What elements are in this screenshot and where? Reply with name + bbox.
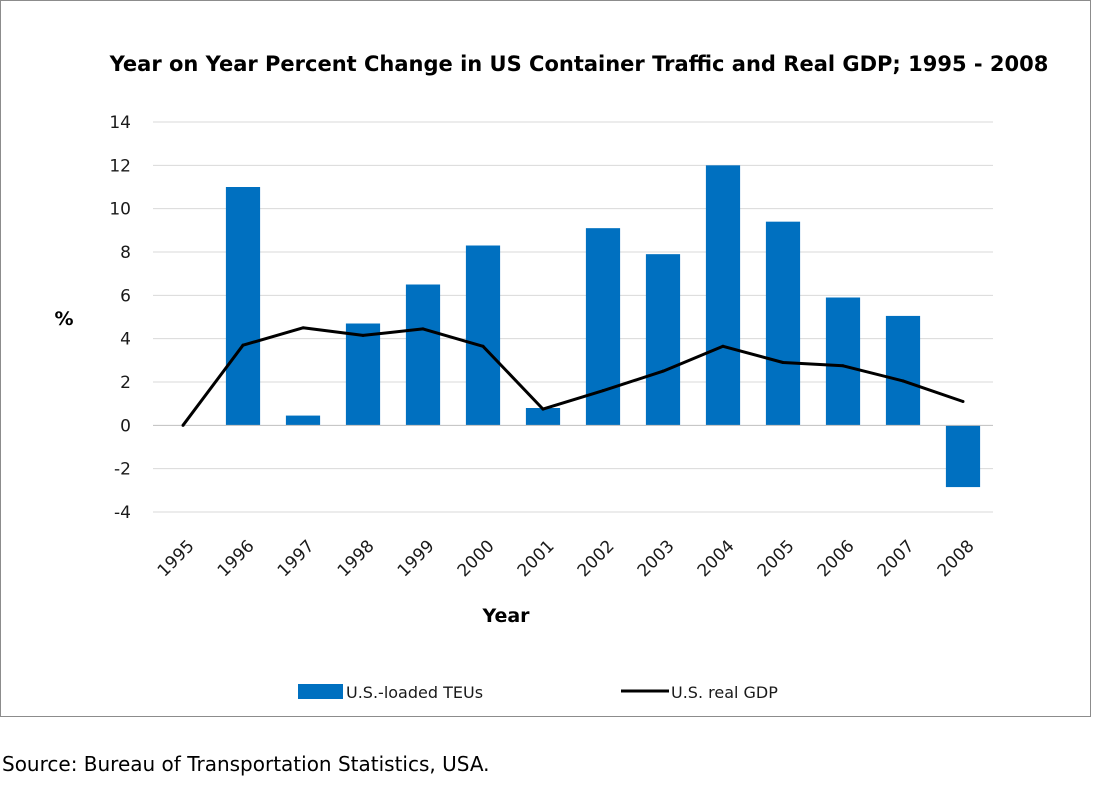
x-tick-label-2001: 2001 (514, 536, 559, 581)
y-tick-label-8: 8 (120, 243, 131, 263)
gdp-point-1998 (361, 333, 365, 337)
x-tick-label-2008: 2008 (934, 536, 979, 581)
legend-swatch-teus (298, 684, 343, 699)
y-tick-label-12: 12 (109, 156, 131, 176)
x-tick-label-1997: 1997 (274, 536, 319, 581)
grid-lines (153, 121, 993, 513)
x-tick-label-1996: 1996 (214, 536, 259, 581)
gdp-line (181, 326, 964, 427)
gdp-point-2003 (661, 369, 665, 373)
bar-1998 (345, 323, 381, 426)
line-series (181, 326, 965, 427)
bar-2006 (825, 297, 861, 426)
gdp-point-1995 (181, 423, 185, 427)
gdp-point-2007 (901, 379, 905, 383)
x-tick-label-2005: 2005 (754, 536, 799, 581)
bar-1997 (285, 415, 321, 426)
gdp-point-1999 (421, 327, 425, 331)
x-tick-label-2002: 2002 (574, 536, 619, 581)
gdp-point-1997 (301, 326, 305, 330)
x-tick-label-2000: 2000 (454, 536, 499, 581)
chart-canvas: Year on Year Percent Change in US Contai… (54, 52, 1049, 702)
bar-1996 (225, 187, 261, 426)
y-tick-label-6: 6 (120, 286, 131, 306)
bar-series (225, 165, 981, 488)
y-tick-label-2: 2 (120, 373, 131, 393)
gdp-point-2005 (781, 361, 785, 364)
x-tick-label-2004: 2004 (694, 536, 739, 581)
bar-2003 (645, 254, 681, 426)
gdp-point-1996 (241, 343, 245, 347)
y-tick-label--2: -2 (114, 460, 131, 480)
y-tick-label-4: 4 (120, 330, 131, 350)
bar-2001 (525, 408, 561, 426)
gdp-point-2002 (601, 389, 605, 393)
gdp-point-2004 (721, 344, 725, 348)
y-tick-labels: -4 -2 0 2 4 6 8 10 12 14 (109, 113, 131, 523)
gdp-point-2000 (481, 344, 485, 348)
x-tick-label-2003: 2003 (634, 536, 679, 581)
bar-1999 (405, 284, 441, 426)
bar-2005 (765, 221, 801, 426)
x-tick-label-2006: 2006 (814, 536, 859, 581)
x-tick-label-1995: 1995 (154, 536, 199, 581)
bar-2004 (705, 165, 741, 426)
x-tick-labels: 1995 1996 1997 1998 1999 2000 2001 2002 2003 2004… (154, 536, 979, 581)
legend: U.S.-loaded TEUs U.S. real GDP (298, 683, 778, 702)
gdp-point-2001 (541, 407, 545, 411)
y-tick-label-0: 0 (120, 416, 131, 436)
bar-2002 (585, 228, 621, 426)
bar-2007 (885, 315, 921, 426)
x-tick-label-1998: 1998 (334, 536, 379, 581)
legend-label-gdp: U.S. real GDP (671, 683, 778, 702)
bar-2008 (945, 425, 981, 488)
source-note: Source: Bureau of Transportation Statist… (2, 752, 490, 776)
legend-label-teus: U.S.-loaded TEUs (346, 683, 483, 702)
bar-2000 (465, 245, 501, 426)
chart-title: Year on Year Percent Change in US Contai… (109, 52, 1049, 76)
x-axis-title: Year (481, 605, 530, 627)
x-tick-label-2007: 2007 (874, 536, 919, 581)
gdp-point-2008 (961, 400, 965, 403)
x-tick-label-1999: 1999 (394, 536, 439, 581)
y-axis-title: % (54, 308, 73, 330)
gdp-point-2006 (841, 364, 845, 368)
y-tick-label--4: -4 (114, 503, 131, 523)
chart-frame: Year on Year Percent Change in US Contai… (0, 0, 1091, 717)
y-tick-label-10: 10 (109, 200, 131, 220)
y-tick-label-14: 14 (109, 113, 131, 133)
